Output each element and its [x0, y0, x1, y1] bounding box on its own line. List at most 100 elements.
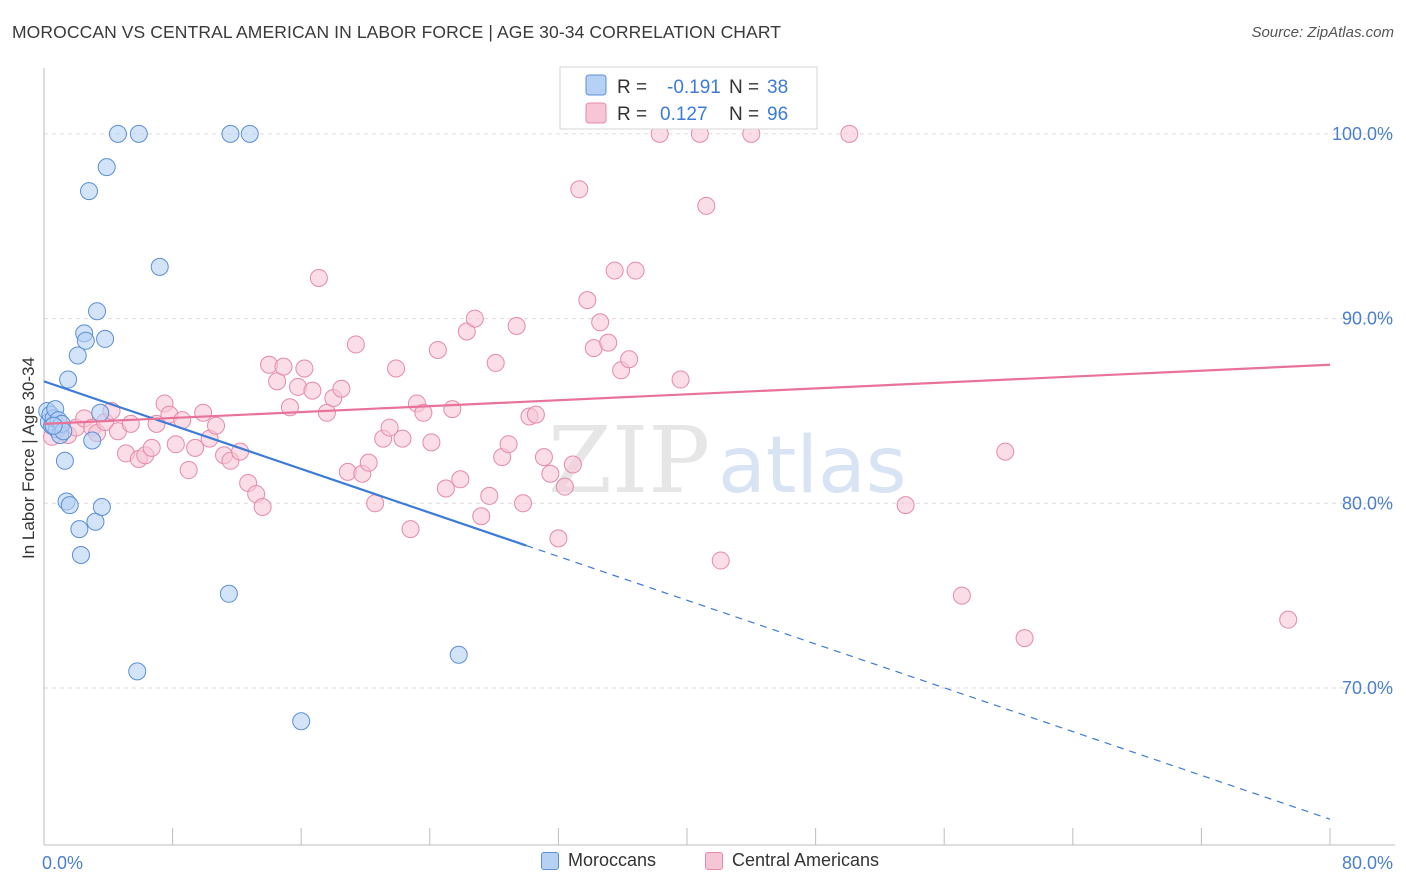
central-americans-point [436, 479, 455, 498]
moroccans-point [219, 584, 238, 603]
moroccans-point [68, 346, 87, 365]
legend-n-value-1: 38 [767, 77, 788, 98]
series-legend: Moroccans Central Americans [0, 850, 1406, 880]
central-americans-point [309, 268, 328, 287]
trend-lines [43, 363, 1331, 820]
central-americans-point [549, 529, 568, 548]
central-americans-point [840, 124, 859, 143]
central-americans-point [380, 418, 399, 437]
y-tick-label: 100.0% [1332, 124, 1393, 144]
moroccans-point [240, 124, 259, 143]
central-americans-point [555, 477, 574, 496]
central-americans-point [620, 350, 639, 369]
moroccans-points [38, 124, 468, 731]
central-americans-point [996, 442, 1015, 461]
central-americans-point [346, 335, 365, 354]
y-tick-labels: 100.0% 90.0% 80.0% 70.0% [1332, 124, 1393, 698]
central-americans-point [480, 486, 499, 505]
moroccans-point [92, 497, 111, 516]
moroccans-point [129, 124, 148, 143]
gridlines [44, 133, 1395, 689]
legend-r-value-1: -0.191 [667, 77, 721, 98]
central-americans-point [507, 316, 526, 335]
moroccans-point [88, 302, 107, 321]
central-americans-point [952, 586, 971, 605]
central-americans-point [563, 455, 582, 474]
moroccans-point [221, 124, 240, 143]
moroccans-point [292, 712, 311, 731]
source-label: Source: ZipAtlas.com [1251, 24, 1394, 41]
central-americans-point [896, 496, 915, 515]
moroccans-point [59, 370, 78, 389]
x-tick-label: 80.0% [1342, 853, 1393, 873]
central-americans-point [451, 470, 470, 489]
legend-item-moroccans: Moroccans [541, 850, 656, 871]
central-americans-point [443, 400, 462, 419]
moroccans-point [80, 182, 99, 201]
central-americans-point [578, 291, 597, 310]
central-americans-point [207, 416, 226, 435]
central-americans-point [541, 464, 560, 483]
central-americans-points [43, 124, 1298, 648]
central-americans-point [142, 438, 161, 457]
legend-n-label-2: N = [729, 104, 759, 125]
moroccans-point [71, 546, 90, 565]
central-americans-point [179, 461, 198, 480]
moroccans-point [97, 158, 116, 177]
central-americans-point [387, 359, 406, 378]
central-americans-point [671, 370, 690, 389]
central-americans-point [359, 453, 378, 472]
moroccans-point [83, 431, 102, 450]
central-americans-point [1015, 629, 1034, 648]
legend-r-label-2: R = [617, 104, 647, 125]
moroccans-point [150, 257, 169, 276]
moroccans-point [55, 451, 74, 470]
x-tick-labels: 0.0% 80.0% [42, 853, 1393, 873]
central-americans-point [303, 381, 322, 400]
axes [43, 68, 1395, 846]
central-americans-point [332, 379, 351, 398]
legend-item-central-americans: Central Americans [705, 850, 879, 871]
moroccans-swatch [541, 851, 559, 870]
central-americans-point [253, 497, 272, 516]
central-americans-point [605, 261, 624, 280]
legend-label-moroccans: Moroccans [568, 850, 657, 870]
central-americans-point [591, 313, 610, 332]
central-americans-point [186, 438, 205, 457]
central-americans-trend-line [43, 363, 1331, 425]
central-americans-point [1279, 610, 1298, 629]
legend-swatch-central-americans [585, 102, 607, 124]
central-americans-point [428, 340, 447, 359]
correlation-legend: R = -0.191 N = 38 R = 0.127 N = 96 [559, 66, 818, 130]
legend-n-label-1: N = [729, 77, 759, 98]
central-americans-point [194, 403, 213, 422]
watermark-atlas: atlas [718, 421, 907, 511]
moroccans-point [128, 662, 147, 681]
central-americans-point [366, 494, 385, 513]
moroccans-point [108, 124, 127, 143]
central-americans-point [534, 448, 553, 467]
central-americans-point [514, 494, 533, 513]
central-americans-point [697, 196, 716, 215]
moroccans-trend-line [43, 380, 527, 547]
central-americans-point [570, 180, 589, 199]
central-americans-point [626, 261, 645, 280]
central-americans-point [526, 405, 545, 424]
legend-label-central-americans: Central Americans [732, 850, 880, 870]
y-axis-label: In Labor Force | Age 30-34 [19, 357, 38, 559]
central-americans-point [121, 414, 140, 433]
central-americans-point [711, 551, 730, 570]
moroccans-point [449, 645, 468, 664]
legend-n-value-2: 96 [767, 104, 788, 125]
moroccans-point [44, 416, 63, 435]
y-tick-label: 80.0% [1342, 493, 1393, 513]
central-americans-point [499, 435, 518, 454]
central-americans-point [465, 309, 484, 328]
moroccans-point [96, 329, 115, 348]
central-americans-point [295, 359, 314, 378]
watermark: ZIP atlas [548, 407, 907, 514]
central-americans-point [401, 520, 420, 539]
y-tick-label: 70.0% [1342, 678, 1393, 698]
legend-swatch-moroccans [585, 74, 607, 96]
